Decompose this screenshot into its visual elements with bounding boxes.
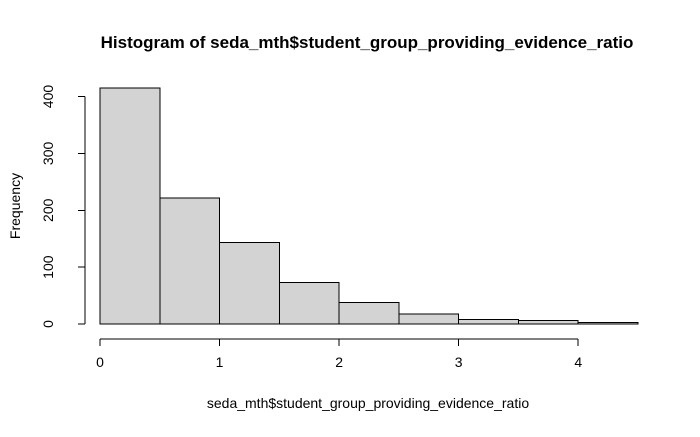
y-tick-label-3: 300 bbox=[40, 142, 56, 166]
y-tick-label-2: 200 bbox=[40, 198, 56, 222]
x-tick-label-1: 1 bbox=[216, 354, 224, 370]
x-tick-label-4: 4 bbox=[574, 354, 582, 370]
y-tick-label-4: 400 bbox=[40, 85, 56, 109]
chart-title: Histogram of seda_mth$student_group_prov… bbox=[101, 33, 634, 52]
histogram-bars bbox=[99, 87, 639, 325]
histogram-bar-2 bbox=[219, 242, 280, 325]
histogram-bar-1 bbox=[159, 197, 221, 325]
histogram-bar-6 bbox=[458, 318, 519, 325]
y-tick-label-0: 0 bbox=[40, 320, 56, 328]
x-tick-label-3: 3 bbox=[455, 354, 463, 370]
y-axis-label: Frequency bbox=[7, 173, 23, 239]
histogram-bar-7 bbox=[517, 320, 579, 325]
histogram-bar-0 bbox=[99, 87, 161, 325]
y-axis: 0 100 200 300 400 bbox=[40, 85, 86, 328]
x-tick-label-0: 0 bbox=[96, 354, 104, 370]
histogram-bar-4 bbox=[338, 301, 400, 325]
x-tick-label-2: 2 bbox=[335, 354, 343, 370]
histogram-bar-3 bbox=[278, 281, 340, 325]
y-tick-label-1: 100 bbox=[40, 255, 56, 279]
histogram-bar-8 bbox=[577, 321, 639, 325]
histogram-bar-5 bbox=[398, 313, 460, 325]
x-axis-label: seda_mth$student_group_providing_evidenc… bbox=[207, 395, 529, 411]
x-axis: 0 1 2 3 4 bbox=[96, 338, 582, 370]
